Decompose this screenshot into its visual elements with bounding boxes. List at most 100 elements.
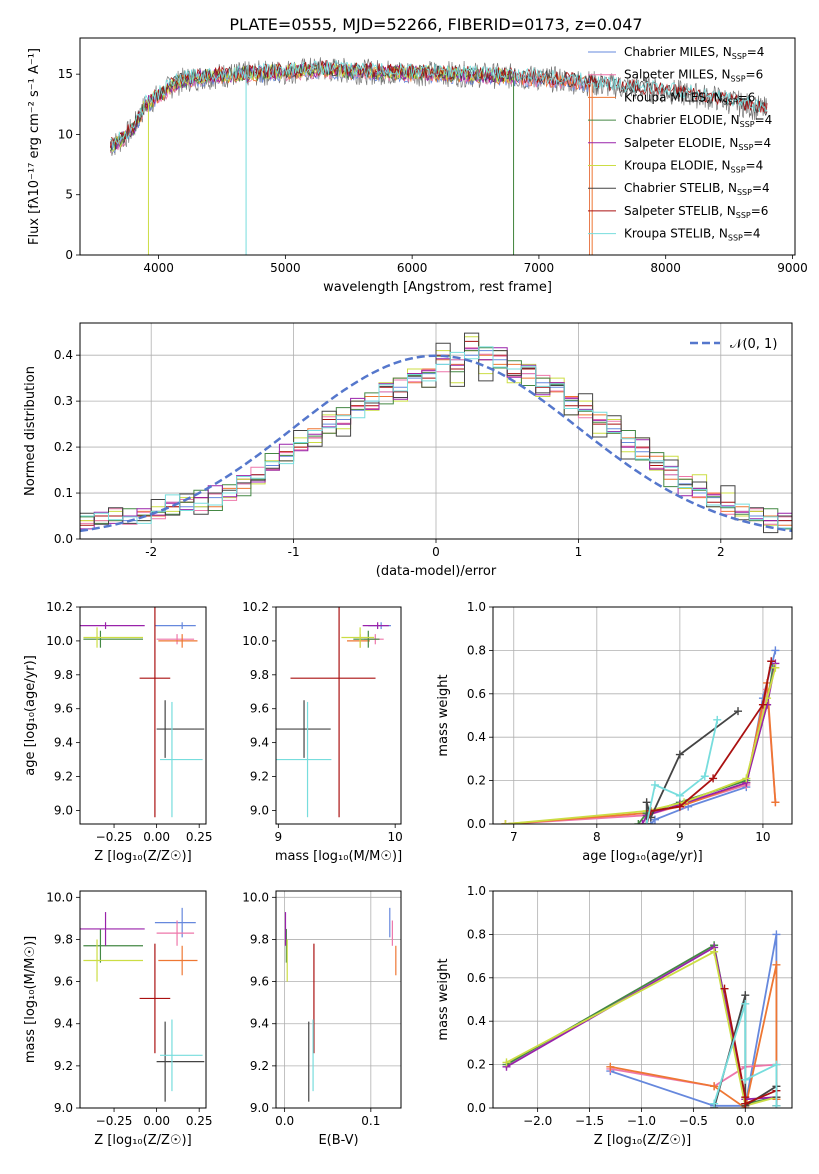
y-tick-label: 5 (65, 188, 73, 202)
x-tick-label: −2.0 (523, 1114, 552, 1128)
x-axis-label: E(B-V) (318, 1133, 358, 1148)
weight-marker-kroupa_miles (772, 960, 781, 969)
x-tick-label: 0.25 (186, 1114, 213, 1128)
x-axis-label: (data-model)/error (376, 564, 497, 579)
model-spectrum-salpeter_miles (110, 62, 590, 255)
weight-marker-salpeter_stelib (709, 774, 718, 783)
legend-suffix: =6 (738, 90, 756, 104)
model-spectrum-kroupa_stelib (110, 59, 768, 150)
weight-marker-chabrier_miles (772, 930, 781, 939)
model-spectrum-kroupa_miles (110, 63, 590, 255)
legend-suffix: =4 (746, 159, 764, 173)
legend-label: 𝒩(0, 1) (730, 337, 777, 352)
legend-label: Salpeter MILES, NSSP=6 (624, 68, 763, 84)
weight-marker-salpeter_stelib (675, 802, 684, 811)
y-tick-label: 0.6 (467, 971, 486, 985)
weight-marker-salpeter_stelib (758, 700, 767, 709)
y-tick-label: 9.0 (54, 803, 73, 817)
x-axis-label: Z [log₁₀(Z/Z☉)] (94, 1133, 191, 1148)
y-tick-label: 0.2 (467, 1058, 486, 1072)
weight-line-salpeter_miles (505, 689, 777, 824)
y-tick-label: 0.0 (467, 817, 486, 831)
x-tick-label: 9 (676, 830, 684, 844)
y-tick-label: 1.0 (467, 884, 486, 898)
legend-sub: SSP (731, 75, 746, 84)
axes-frame (275, 890, 402, 1109)
x-tick-label: -2 (145, 545, 157, 559)
x-axis-label: age [log₁₀(age/yr)] (582, 849, 703, 864)
x-tick-label: 0.0 (275, 1114, 294, 1128)
legend-sub: SSP (728, 234, 743, 243)
x-tick-label: 0.25 (186, 830, 213, 844)
y-tick-label: 0.4 (54, 348, 73, 362)
x-tick-label: −0.5 (679, 1114, 708, 1128)
weight-marker-kroupa_stelib (772, 1060, 781, 1069)
x-tick-label: 8000 (650, 261, 681, 275)
y-tick-label: 9.8 (250, 932, 269, 946)
legend-sub: SSP (723, 97, 738, 106)
x-axis-label: Z [log₁₀(Z/Z☉)] (94, 849, 191, 864)
y-tick-label: 0.8 (467, 643, 486, 657)
weight-marker-kroupa_elodie (502, 1058, 511, 1067)
y-tick-label: 9.2 (54, 770, 73, 784)
weight-marker-kroupa_stelib (642, 820, 651, 824)
weight-marker-kroupa_elodie (710, 947, 719, 956)
x-tick-label: 7000 (524, 261, 555, 275)
figure-title: PLATE=0555, MJD=52266, FIBERID=0173, z=0… (229, 15, 642, 34)
model-spectrum-chabrier_elodie (110, 63, 514, 255)
legend-sub: SSP (732, 52, 747, 61)
legend-label: Chabrier MILES, NSSP=4 (624, 45, 764, 61)
x-tick-label: 10 (755, 830, 770, 844)
y-tick-label: 15 (58, 67, 73, 81)
x-tick-label: 2 (717, 545, 725, 559)
histogram-series (80, 346, 792, 529)
axes-frame (79, 890, 207, 1109)
axes-frame (275, 606, 402, 825)
y-tick-label: 0.8 (467, 927, 486, 941)
weight-marker-kroupa_stelib (772, 1101, 781, 1108)
x-axis-label: wavelength [Angstrom, rest frame] (323, 280, 552, 295)
axes-frame (492, 890, 793, 1109)
y-tick-label: 0.3 (54, 394, 73, 408)
weight-line-kroupa_miles (610, 964, 778, 1108)
y-tick-label: 9.4 (250, 736, 269, 750)
x-tick-label: 4000 (143, 261, 174, 275)
weight-marker-kroupa_miles (771, 798, 780, 807)
y-tick-label: 0.0 (54, 532, 73, 546)
y-axis-label: mass weight (436, 958, 451, 1040)
legend-label: Chabrier STELIB, NSSP=4 (624, 181, 770, 197)
y-tick-label: 10.0 (46, 890, 73, 904)
x-tick-label: 8 (593, 830, 601, 844)
legend-suffix: =4 (755, 113, 773, 127)
y-axis-label: Flux [fλ10⁻¹⁷ erg cm⁻² s⁻¹ A⁻¹] (27, 48, 42, 245)
y-tick-label: 9.8 (54, 668, 73, 682)
weight-marker-salpeter_elodie (638, 820, 647, 824)
y-tick-label: 9.0 (250, 803, 269, 817)
weight-marker-chabrier_stelib (734, 707, 743, 716)
x-tick-label: −1.5 (575, 1114, 604, 1128)
weight-marker-kroupa_stelib (700, 772, 709, 781)
weight-marker-kroupa_stelib (675, 791, 684, 800)
x-axis-label: mass [log₁₀(M/M☉)] (275, 849, 402, 864)
y-tick-label: 10.2 (46, 600, 73, 614)
legend-label: Chabrier ELODIE, NSSP=4 (624, 113, 772, 129)
y-tick-label: 9.2 (54, 1059, 73, 1073)
x-tick-label: 0 (432, 545, 440, 559)
y-tick-label: 1.0 (467, 600, 486, 614)
y-tick-label: 9.4 (250, 1017, 269, 1031)
x-tick-label: 0.0 (736, 1114, 755, 1128)
weight-marker-salpeter_stelib (767, 657, 776, 666)
y-tick-label: 0.0 (467, 1101, 486, 1115)
y-tick-label: 10.2 (242, 600, 269, 614)
model-spectrum-chabrier_miles (110, 65, 590, 255)
y-axis-label: mass [log₁₀(M/M☉)] (23, 936, 38, 1063)
y-tick-label: 0.4 (467, 730, 486, 744)
axes-frame (79, 606, 207, 825)
weight-marker-chabrier_miles (650, 815, 659, 824)
legend-sub: SSP (731, 166, 746, 175)
legend-label: Salpeter STELIB, NSSP=6 (624, 204, 768, 220)
x-tick-label: -1 (288, 545, 300, 559)
legend-label: Salpeter ELODIE, NSSP=4 (624, 136, 771, 152)
legend-suffix: =6 (746, 68, 764, 82)
